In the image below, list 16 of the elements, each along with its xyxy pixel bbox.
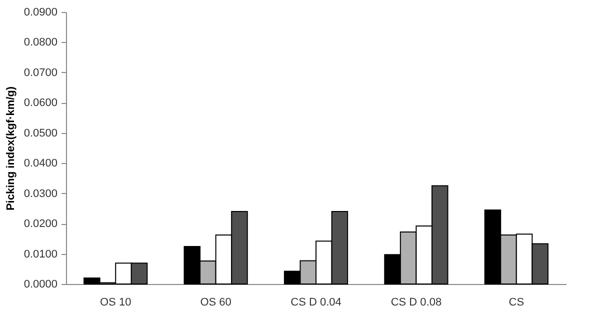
y-tick-label: 0.0300 [24, 188, 58, 200]
x-tick-label: CS [508, 296, 524, 308]
x-tick-label: OS 60 [200, 296, 232, 308]
y-axis-title: Picking index(kgf·km/g) [4, 86, 17, 211]
y-tick-label: 0.0100 [24, 248, 58, 260]
x-tick-label: CS D 0.08 [390, 296, 442, 308]
y-tick-label: 0.0900 [24, 6, 58, 18]
y-tick-label: 0.0700 [24, 66, 58, 79]
y-tick-label: 0.0000 [24, 278, 58, 290]
y-tick-label: 0.0500 [24, 127, 58, 140]
y-tick-label: 0.0200 [24, 218, 58, 230]
y-tick-label: 0.0600 [24, 97, 58, 110]
x-tick-label: OS 10 [100, 296, 132, 308]
x-tick-label: CS D 0.04 [290, 296, 342, 308]
y-tick-label: 0.0400 [24, 158, 58, 170]
y-tick-label: 0.0800 [24, 36, 58, 49]
